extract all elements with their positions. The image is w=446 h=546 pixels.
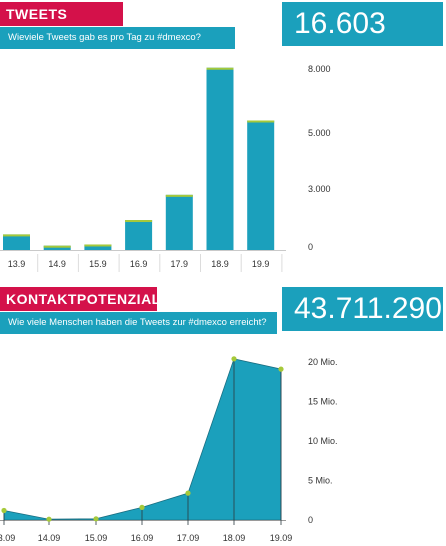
bar-cap-19.9 (247, 120, 275, 123)
bar-x-tick: 13.9 (8, 259, 26, 269)
area-y-tick: 10 Mio. (308, 436, 338, 446)
area-point-17.09 (185, 490, 191, 496)
bar-y-tick: 8.000 (308, 64, 331, 74)
bar-19.9 (247, 120, 275, 250)
tweets-bar-chart: 13.9 14.9 15.9 16.9 17.9 18.9 19.9 0 3.000 5.000 8… (0, 64, 331, 272)
reach-total: 43.711.290 (282, 287, 443, 331)
area-x-tick: 15.09 (85, 533, 108, 543)
area-y-tick: 20 Mio. (308, 357, 338, 367)
area-x-tick: 14.09 (38, 533, 61, 543)
bar-cap-16.9 (125, 220, 153, 223)
area-x-tick: 18.09 (223, 533, 246, 543)
bar-y-tick: 5.000 (308, 128, 331, 138)
bar-x-tick: 17.9 (171, 259, 189, 269)
reach-section: KONTAKTPOTENZIAL Wie viele Menschen habe… (0, 285, 446, 546)
bar-cap-17.9 (165, 194, 193, 197)
bar-y-tick: 0 (308, 242, 313, 252)
area-x-tick: 16.09 (131, 533, 154, 543)
area-point-16.09 (139, 504, 145, 510)
bar-18.9 (206, 67, 234, 250)
bar-16.9 (125, 220, 153, 250)
bar-15.9 (84, 244, 112, 250)
bar-x-tick: 15.9 (89, 259, 107, 269)
area-point-15.09 (93, 516, 99, 522)
bar-17.9 (165, 194, 193, 250)
bar-x-tick: 16.9 (130, 259, 148, 269)
tweets-total: 16.603 (282, 2, 443, 46)
bar-cap-13.9 (3, 234, 30, 237)
bar-y-tick: 3.000 (308, 184, 331, 194)
area-point-14.09 (46, 516, 52, 522)
bar-x-tick: 19.9 (252, 259, 270, 269)
area-x-tick: 19.09 (270, 533, 293, 543)
bar-x-tick: 18.9 (211, 259, 229, 269)
area-y-tick: 0 (308, 515, 313, 525)
area-point-13.09 (1, 507, 7, 514)
bar-cap-18.9 (206, 67, 234, 70)
bar-x-tick: 14.9 (48, 259, 66, 269)
bar-13.9 (3, 234, 30, 250)
bar-14.9 (43, 245, 71, 250)
tweets-section: TWEETS Wieviele Tweets gab es pro Tag zu… (0, 0, 446, 272)
tweets-title: TWEETS (0, 2, 123, 26)
reach-title: KONTAKTPOTENZIAL (0, 287, 160, 311)
area-point-18.09 (231, 356, 237, 362)
area-point-19.09 (278, 366, 284, 372)
area-x-tick: 17.09 (177, 533, 200, 543)
area-y-tick: 15 Mio. (308, 397, 338, 407)
reach-area (3, 358, 282, 521)
area-y-tick: 5 Mio. (308, 476, 333, 486)
bar-cap-15.9 (84, 244, 112, 247)
area-x-tick: 13.09 (0, 533, 15, 543)
reach-area-chart: 13.09 14.09 15.09 16.09 17.09 18.09 19.09 0 5 Mi… (0, 356, 338, 543)
reach-subtitle: Wie viele Menschen haben die Tweets zur … (0, 312, 277, 334)
bar-cap-14.9 (43, 245, 71, 248)
tweets-subtitle: Wieviele Tweets gab es pro Tag zu #dmexc… (0, 27, 235, 49)
